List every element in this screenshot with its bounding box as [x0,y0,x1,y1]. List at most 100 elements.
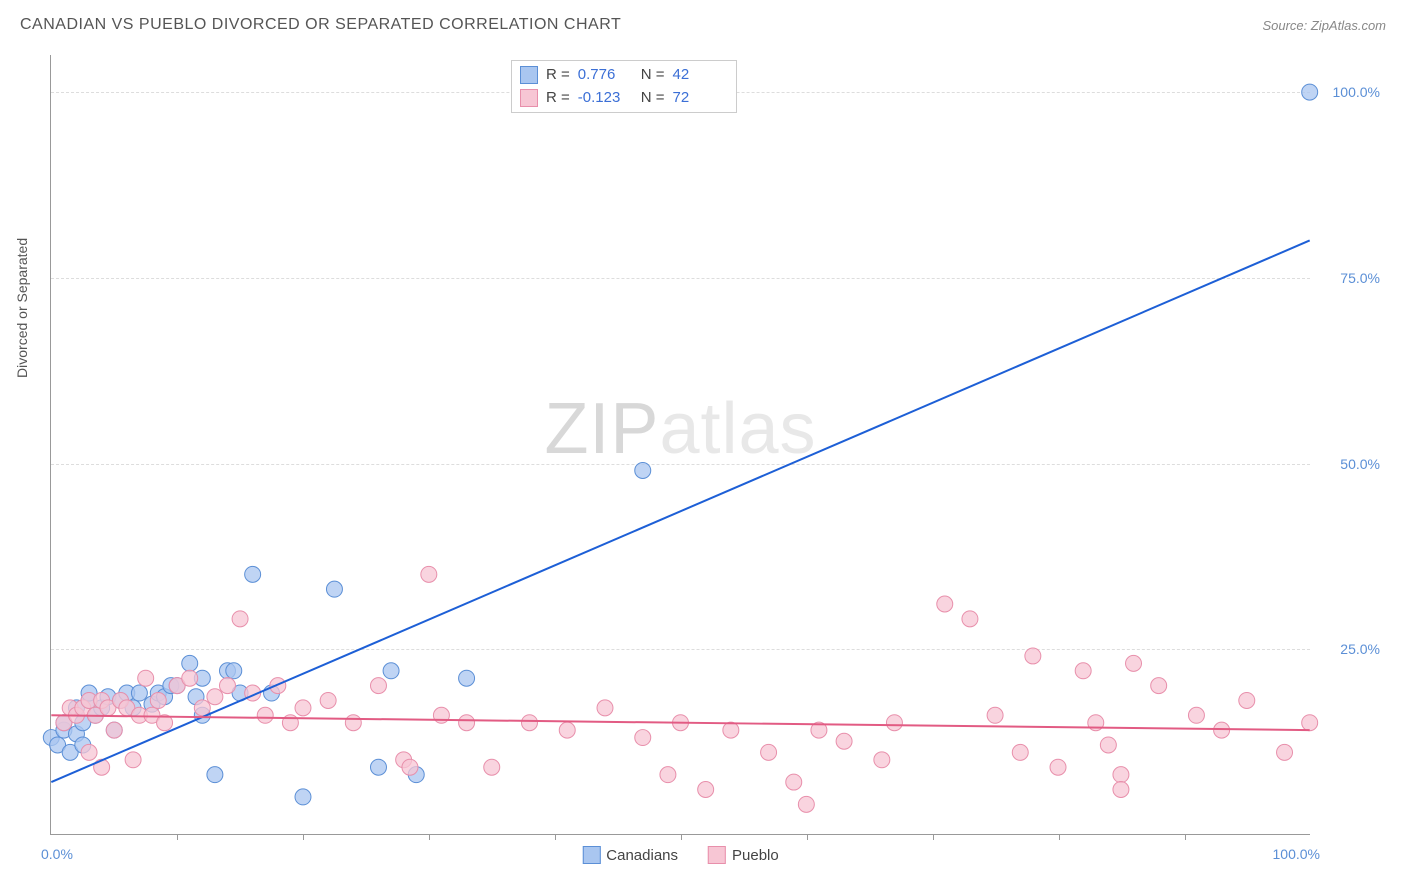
n-value-canadians: 42 [673,64,728,87]
n-label: N = [641,87,665,110]
data-point [402,759,418,775]
y-tick-label: 50.0% [1340,456,1380,472]
swatch-canadians [520,66,538,84]
data-point [1126,655,1142,671]
data-point [207,689,223,705]
legend-label-pueblo: Pueblo [732,847,779,864]
data-point [635,462,651,478]
data-point [987,707,1003,723]
scatter-chart: ZIPatlas 25.0%50.0%75.0%100.0% R = 0.776… [50,55,1310,835]
data-point [138,670,154,686]
data-point [786,774,802,790]
data-point [1075,663,1091,679]
data-point [150,692,166,708]
data-point [1239,692,1255,708]
swatch-pueblo [520,89,538,107]
data-point [1100,737,1116,753]
regression-line [51,240,1309,782]
data-point [1151,678,1167,694]
data-point [836,733,852,749]
data-point [484,759,500,775]
data-point [245,566,261,582]
data-point [194,700,210,716]
data-point [1277,744,1293,760]
data-point [207,767,223,783]
stats-box: R = 0.776 N = 42 R = -0.123 N = 72 [511,60,737,113]
data-point [723,722,739,738]
legend: Canadians Pueblo [582,846,778,864]
stats-row-pueblo: R = -0.123 N = 72 [520,87,728,110]
y-tick-label: 25.0% [1340,641,1380,657]
n-value-pueblo: 72 [673,87,728,110]
data-point [1302,84,1318,100]
data-point [559,722,575,738]
x-axis-max-label: 100.0% [1273,846,1320,862]
x-tick [555,834,556,840]
x-tick [177,834,178,840]
data-point [295,700,311,716]
data-point [125,752,141,768]
data-point [370,678,386,694]
data-point [1302,715,1318,731]
data-point [421,566,437,582]
data-point [295,789,311,805]
r-value-canadians: 0.776 [578,64,633,87]
x-axis-min-label: 0.0% [41,846,73,862]
data-point [219,678,235,694]
data-point [886,715,902,731]
y-axis-title: Divorced or Separated [14,238,30,378]
data-point [635,730,651,746]
source-attribution: Source: ZipAtlas.com [1262,18,1386,33]
legend-label-canadians: Canadians [606,847,678,864]
plot-svg [51,55,1310,834]
data-point [1012,744,1028,760]
data-point [1050,759,1066,775]
x-tick [429,834,430,840]
r-value-pueblo: -0.123 [578,87,633,110]
r-label: R = [546,64,570,87]
legend-swatch-canadians [582,846,600,864]
data-point [962,611,978,627]
x-tick [1059,834,1060,840]
data-point [761,744,777,760]
legend-swatch-pueblo [708,846,726,864]
x-tick [681,834,682,840]
data-point [182,670,198,686]
data-point [345,715,361,731]
data-point [798,796,814,812]
data-point [81,744,97,760]
data-point [597,700,613,716]
data-point [326,581,342,597]
data-point [383,663,399,679]
data-point [459,670,475,686]
data-point [660,767,676,783]
x-tick [933,834,934,840]
data-point [257,707,273,723]
data-point [226,663,242,679]
data-point [106,722,122,738]
data-point [370,759,386,775]
data-point [131,685,147,701]
x-tick [807,834,808,840]
data-point [459,715,475,731]
data-point [522,715,538,731]
data-point [232,611,248,627]
data-point [1188,707,1204,723]
chart-title: CANADIAN VS PUEBLO DIVORCED OR SEPARATED… [20,16,621,34]
data-point [1113,781,1129,797]
data-point [1113,767,1129,783]
x-tick [1185,834,1186,840]
data-point [1025,648,1041,664]
y-tick-label: 100.0% [1333,84,1380,100]
data-point [874,752,890,768]
data-point [94,759,110,775]
legend-item-pueblo: Pueblo [708,846,779,864]
data-point [937,596,953,612]
data-point [698,781,714,797]
y-tick-label: 75.0% [1340,270,1380,286]
data-point [182,655,198,671]
x-tick [303,834,304,840]
n-label: N = [641,64,665,87]
r-label: R = [546,87,570,110]
stats-row-canadians: R = 0.776 N = 42 [520,64,728,87]
